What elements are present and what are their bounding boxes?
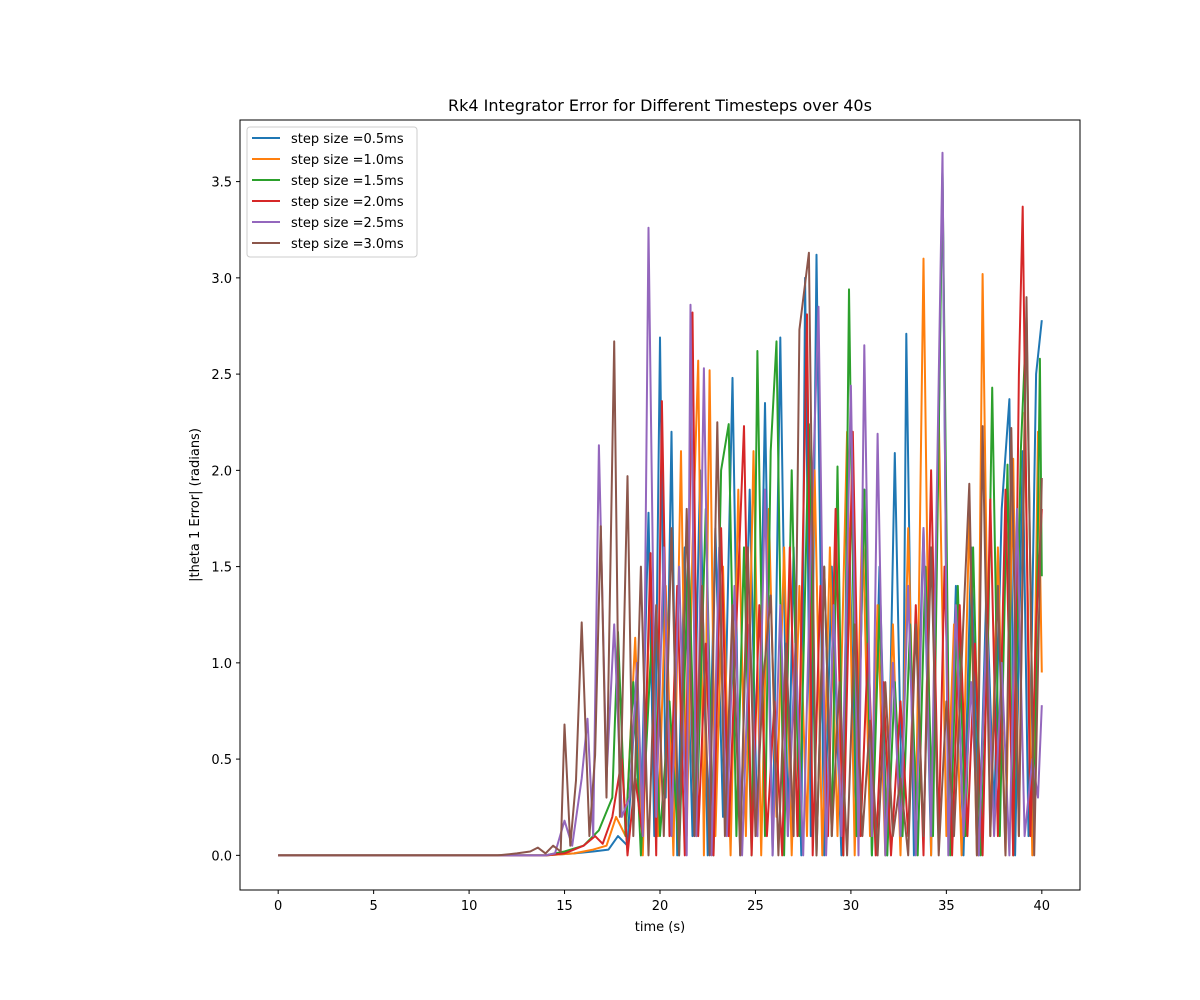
y-tick-label: 1.0 [211,657,232,672]
x-tick-label: 5 [369,899,377,914]
x-tick-label: 40 [1034,899,1051,914]
x-tick-label: 15 [556,899,573,914]
plot-lines [278,151,1043,857]
x-axis-label: time (s) [635,920,685,935]
legend-label-5: step size =2.5ms [291,216,404,231]
y-tick-label: 2.5 [211,368,232,383]
legend: step size =0.5ms step size =1.0ms step siz… [246,126,418,258]
x-tick-label: 0 [274,899,282,914]
legend-box [246,126,418,258]
legend-label-2: step size =1.0ms [291,153,404,168]
plot-frame [239,119,1081,891]
y-tick-label: 0.0 [211,849,232,864]
y-axis-ticks: 0.0 0.5 1.0 1.5 2.0 2.5 3.0 3.5 [211,176,240,864]
y-tick-label: 3.0 [211,272,232,287]
y-tick-label: 1.5 [211,561,232,576]
legend-label-3: step size =1.5ms [291,174,404,189]
chart-title: Rk4 Integrator Error for Different Times… [448,96,872,115]
legend-label-6: step size =3.0ms [291,237,404,252]
x-tick-label: 25 [747,899,764,914]
y-tick-label: 3.5 [211,176,232,191]
legend-label-1: step size =0.5ms [291,132,404,147]
y-tick-label: 0.5 [211,753,232,768]
x-tick-label: 20 [652,899,669,914]
x-tick-label: 35 [938,899,955,914]
legend-label-4: step size =2.0ms [291,195,404,210]
x-tick-label: 10 [461,899,478,914]
y-tick-label: 2.0 [211,464,232,479]
x-axis-ticks: 0 5 10 15 20 25 30 35 40 [274,890,1050,914]
x-tick-label: 30 [843,899,860,914]
series-line-6 [278,251,1043,857]
y-axis-label: |theta 1 Error| (radians) [188,428,203,582]
